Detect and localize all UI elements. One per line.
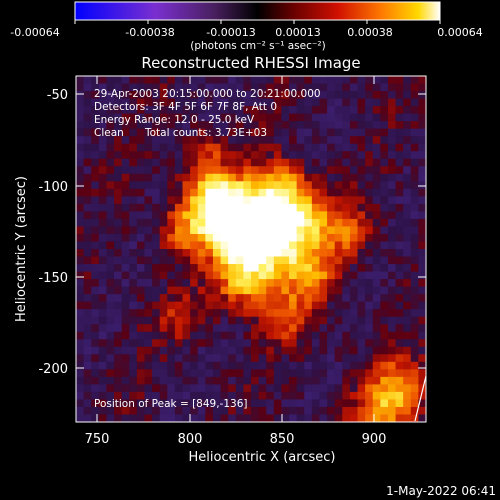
colorbar-ticks: [74, 20, 441, 24]
colorbar-gradient: [74, 1, 441, 21]
solar-limb-line: [414, 375, 427, 422]
heatmap-image: [76, 76, 426, 422]
colorbar-tick-label: 0.00013: [275, 26, 321, 39]
plot-title: Reconstructed RHESSI Image: [141, 54, 360, 72]
colorbar-tick-label: 0.00064: [437, 26, 483, 39]
x-tick-label: 800: [178, 432, 203, 447]
colorbar-tick-label: -0.00064: [10, 26, 59, 39]
x-tick-label: 750: [85, 432, 110, 447]
colorbar-tick-label: -0.00013: [206, 26, 255, 39]
colorbar-tick-label: -0.00038: [125, 26, 174, 39]
annotation-detectors: Detectors: 3F 4F 5F 6F 7F 8F, Att 0: [94, 101, 277, 113]
colorbar: -0.00064 -0.00038 -0.00013 0.00013 0.000…: [10, 1, 483, 52]
x-tick-label: 850: [270, 432, 295, 447]
plot-frame: [75, 75, 427, 423]
y-tick-label: -150: [38, 271, 68, 286]
x-tick-label: 900: [362, 432, 387, 447]
annotation-energy: Energy Range: 12.0 - 25.0 keV: [94, 114, 255, 126]
footer-timestamp: 1-May-2022 06:41: [386, 484, 496, 498]
y-tick-label: -200: [38, 362, 68, 377]
annotation-time-range: 29-Apr-2003 20:15:00.000 to 20:21:00.000: [94, 88, 321, 100]
y-axis-ticks: [76, 93, 426, 369]
annotation-peak-position: Position of Peak = [849,-136]: [94, 398, 248, 410]
annotation-total-counts: Total counts: 3.73E+03: [144, 127, 267, 139]
annotation-clean: Clean: [94, 127, 124, 139]
y-tick-label: -100: [38, 180, 68, 195]
x-axis-ticks: [96, 76, 375, 422]
colorbar-tick-label: 0.00038: [347, 26, 393, 39]
x-axis-label: Heliocentric X (arcsec): [189, 450, 336, 465]
colorbar-units: (photons cm⁻² s⁻¹ asec⁻²): [190, 40, 325, 52]
y-axis-label: Heliocentric Y (arcsec): [14, 176, 29, 322]
y-tick-label: -50: [47, 88, 68, 103]
